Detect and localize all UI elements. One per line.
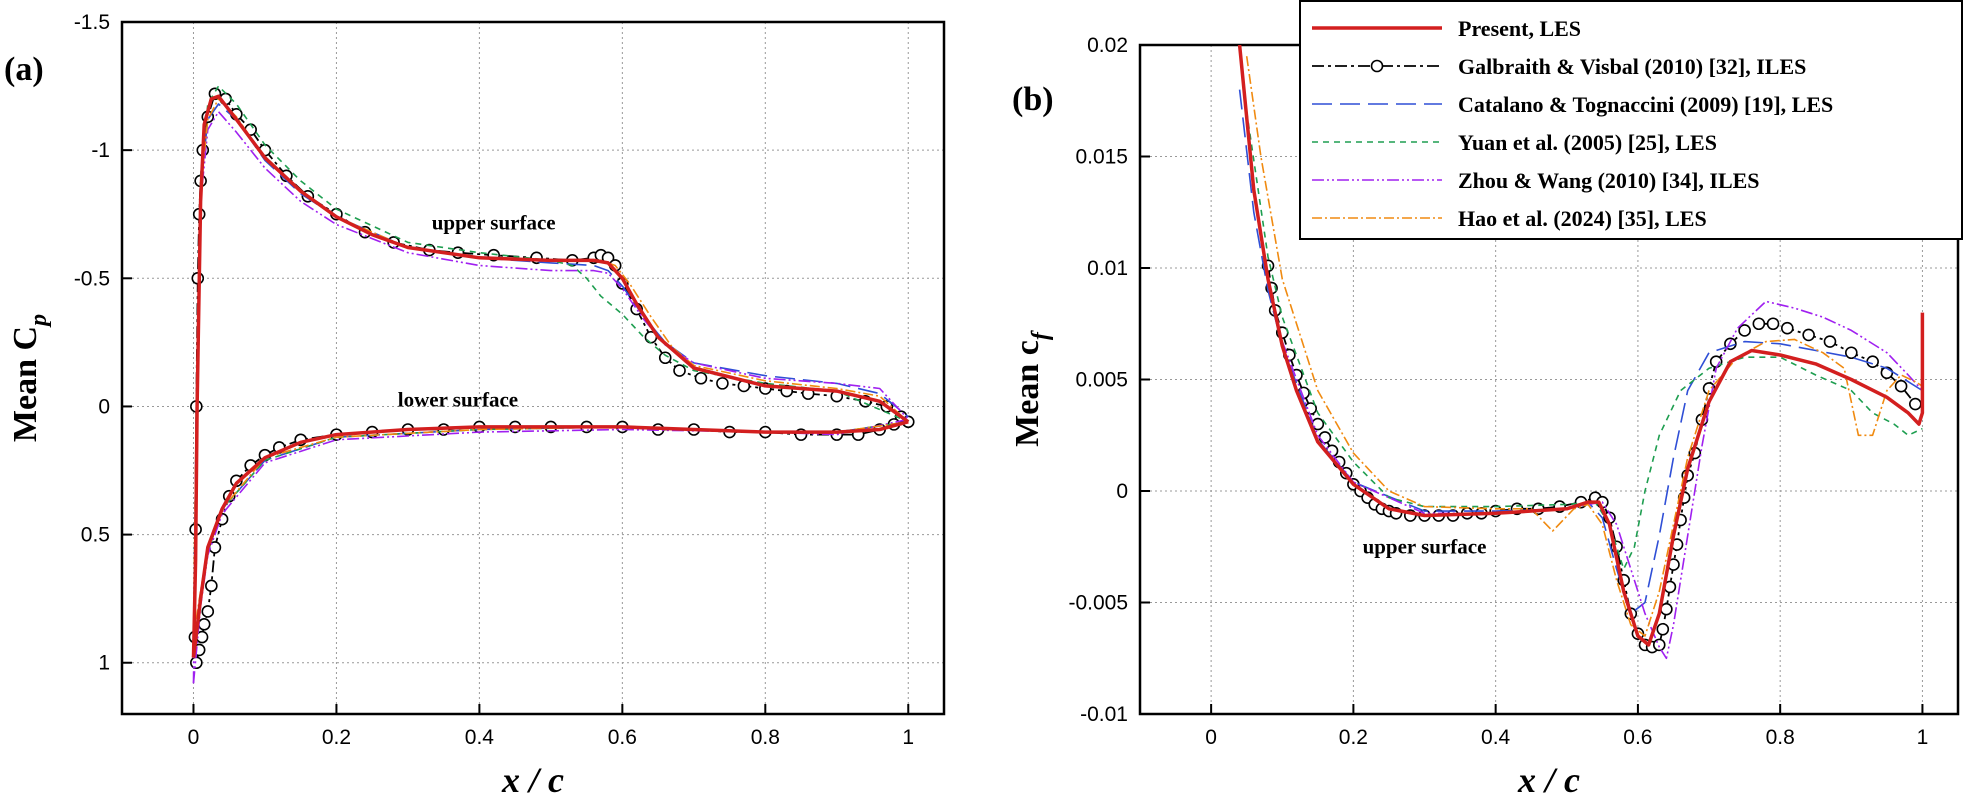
series-line-yuan-et-al-2005-25-les — [192, 85, 909, 650]
chart-a-series-group — [188, 85, 915, 684]
chart-b-annotation: upper surface — [1363, 534, 1487, 558]
data-point-galbraith-visbal-2010-32-iles — [1656, 622, 1670, 636]
data-point-galbraith-visbal-2010-32-iles — [1909, 397, 1922, 411]
legend-label-galbraith-visbal-2010-32-iles: Galbraith & Visbal (2010) [32], ILES — [1458, 54, 1806, 79]
data-point-galbraith-visbal-2010-32-iles — [1780, 321, 1794, 335]
chart-a-ylabel: Mean Cp — [7, 314, 52, 442]
data-point-galbraith-visbal-2010-32-iles — [716, 377, 729, 390]
series-line-hao-et-al-2024-35-les — [192, 98, 909, 638]
data-point-galbraith-visbal-2010-32-iles — [658, 351, 672, 365]
series-line-hao-et-al-2024-35-les — [192, 421, 909, 638]
chart-a-frame — [120, 20, 946, 716]
chart-b-series-group — [1237, 45, 1925, 660]
series-line-present-les — [191, 94, 910, 658]
chart-b-xtick-label: 0 — [1205, 726, 1217, 749]
chart-a-ytick-label: 1 — [98, 652, 110, 675]
chart-a-xtick-label: 0.4 — [465, 726, 495, 749]
data-point-galbraith-visbal-2010-32-iles — [205, 579, 218, 593]
chart-a-ytick-label: -1 — [91, 139, 110, 162]
chart-b-xtick-label: 0.4 — [1481, 726, 1511, 749]
legend-marker-galbraith-visbal-2010-32-iles — [1370, 59, 1384, 73]
data-point-galbraith-visbal-2010-32-iles — [201, 605, 215, 618]
series-line-zhou-wang-2010-34-iles — [192, 110, 909, 684]
chart-a-xtick-label: 0 — [188, 726, 200, 749]
data-point-galbraith-visbal-2010-32-iles — [1766, 317, 1780, 331]
data-point-galbraith-visbal-2010-32-iles — [197, 617, 211, 631]
legend-label-catalano-tognaccini-2009-19-les: Catalano & Tognaccini (2009) [19], LES — [1458, 92, 1833, 117]
series-line-yuan-et-al-2005-25-les — [1245, 111, 1923, 570]
series-line-zhou-wang-2010-34-iles — [192, 418, 909, 684]
chart-b-ytick-label: 0.005 — [1075, 369, 1128, 392]
chart-b-xtick-label: 0.2 — [1339, 726, 1368, 749]
chart-a-xtick-label: 0.6 — [608, 726, 637, 749]
chart-b-ytick-label: 0.02 — [1087, 34, 1128, 57]
chart-legend: Present, LES Galbraith & Visbal (2010) [3… — [1299, 0, 1963, 240]
data-point-galbraith-visbal-2010-32-iles — [1738, 324, 1751, 337]
chart-b-ytick-label: 0.01 — [1087, 257, 1128, 280]
data-point-galbraith-visbal-2010-32-iles — [1752, 317, 1766, 331]
legend-label-yuan-et-al-2005-25-les: Yuan et al. (2005) [25], LES — [1458, 130, 1717, 155]
legend-label-present-les: Present, LES — [1458, 16, 1581, 41]
chart-a-ytick-label: 0.5 — [81, 524, 110, 547]
data-point-galbraith-visbal-2010-32-iles — [1802, 328, 1815, 342]
data-point-galbraith-visbal-2010-32-iles — [190, 656, 203, 670]
data-point-galbraith-visbal-2010-32-iles — [1866, 355, 1879, 368]
chart-a-annotation: upper surface — [432, 211, 556, 235]
series-line-catalano-tognaccini-2009-19-les — [192, 421, 909, 650]
series-line-catalano-tognaccini-2009-19-les — [192, 103, 909, 650]
chart-b-ytick-label: 0 — [1116, 480, 1128, 503]
panel-a-label: (a) — [4, 51, 44, 88]
data-point-galbraith-visbal-2010-32-iles — [1652, 638, 1666, 652]
chart-a-ytick-label: 0 — [98, 395, 110, 418]
series-line-galbraith-visbal-2010-32-iles — [194, 92, 909, 638]
chart-a-xtick-label: 1 — [902, 726, 914, 749]
data-point-galbraith-visbal-2010-32-iles — [694, 371, 708, 385]
chart-b-xtick-label: 1 — [1917, 726, 1929, 749]
chart-a-plot: 0 0.2 0.4 0.6 0.8 1 -1.5 -1 -0.5 0 0.5 1 x / c Mean C… — [7, 11, 946, 800]
data-point-galbraith-visbal-2010-32-iles — [1894, 379, 1908, 393]
chart-a-xtick-label: 0.8 — [751, 726, 780, 749]
chart-b-ytick-label: -0.01 — [1080, 703, 1128, 726]
chart-a-ytick-label: -0.5 — [74, 267, 110, 290]
data-point-galbraith-visbal-2010-32-iles — [1845, 346, 1858, 360]
legend-label-hao-et-al-2024-35-les: Hao et al. (2024) [35], LES — [1458, 206, 1707, 231]
chart-b-ylabel: Mean cf — [1009, 330, 1054, 447]
series-line-present-les — [191, 420, 909, 658]
series-line-catalano-tognaccini-2009-19-les — [1238, 89, 1923, 615]
series-line-galbraith-visbal-2010-32-iles — [195, 423, 895, 663]
chart-b-xtick-label: 0.8 — [1766, 726, 1795, 749]
panel-b-label: (b) — [1012, 81, 1054, 118]
series-line-yuan-et-al-2005-25-les — [192, 421, 909, 651]
series-line-hao-et-al-2024-35-les — [1245, 56, 1923, 637]
chart-a-xlabel: x / c — [501, 760, 564, 800]
chart-b-ytick-label: -0.005 — [1068, 592, 1128, 615]
chart-b-xlabel: x / c — [1517, 760, 1580, 800]
series-line-galbraith-visbal-2010-32-iles — [1267, 265, 1917, 648]
data-point-galbraith-visbal-2010-32-iles — [1318, 431, 1332, 444]
chart-a-xtick-label: 0.2 — [322, 726, 351, 749]
legend-label-zhou-wang-2010-34-iles: Zhou & Wang (2010) [34], ILES — [1458, 168, 1760, 193]
chart-b-ytick-label: 0.015 — [1075, 146, 1128, 169]
chart-a-annotation: lower surface — [398, 387, 518, 411]
chart-a-ytick-label: -1.5 — [74, 11, 110, 34]
series-line-present-les — [1237, 45, 1925, 647]
data-point-galbraith-visbal-2010-32-iles — [1823, 335, 1837, 348]
chart-b-xtick-label: 0.6 — [1623, 726, 1652, 749]
data-point-galbraith-visbal-2010-32-iles — [673, 364, 686, 377]
legend-box — [1299, 0, 1963, 240]
